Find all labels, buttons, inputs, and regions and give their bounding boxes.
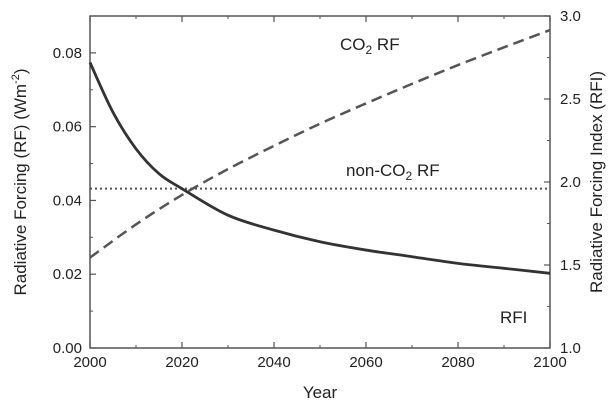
rfi-annotation: RFI: [500, 308, 527, 327]
y-left-tick-label: 0.08: [53, 45, 82, 62]
x-tick-label: 2040: [257, 354, 290, 371]
series-line-co-rf: [89, 28, 551, 259]
y-axis-right: 1.0 1.5 2.0 2.5 3.0: [544, 8, 581, 357]
y-right-tick-label: 2.5: [560, 91, 581, 108]
x-tick-label: 2100: [533, 354, 566, 371]
y-axis-left-title: Radiative Forcing (RF) (Wm-2): [10, 68, 30, 295]
y-left-tick-label: 0.02: [53, 266, 82, 283]
series-line-rfi: [88, 61, 551, 275]
x-tick-label: 2020: [165, 354, 198, 371]
x-axis: 2000 2020 2040 2060 2080 2100: [73, 16, 567, 371]
y-axis-left: 0.00 0.02 0.04 0.06 0.08: [53, 45, 96, 357]
non-co2-rf-annotation: non-CO2 RF: [346, 161, 440, 183]
y-right-tick-label: 1.5: [560, 257, 581, 274]
co2-rf-annotation: CO2 RF: [340, 35, 400, 57]
y-axis-right-title: Radiative Forcing Index (RFI): [587, 71, 606, 293]
y-right-tick-label: 2.0: [560, 174, 581, 191]
y-right-tick-label: 1.0: [560, 340, 581, 357]
series-layer: [88, 28, 551, 275]
y-left-tick-label: 0.00: [53, 340, 82, 357]
y-right-tick-label: 3.0: [560, 8, 581, 25]
y-left-tick-label: 0.06: [53, 119, 82, 136]
plot-area-frame: [89, 15, 551, 349]
x-tick-label: 2060: [349, 354, 382, 371]
x-axis-title: Year: [303, 383, 338, 402]
x-tick-label: 2080: [441, 354, 474, 371]
x-tick-label: 2000: [73, 354, 106, 371]
y-left-tick-label: 0.04: [53, 192, 82, 209]
